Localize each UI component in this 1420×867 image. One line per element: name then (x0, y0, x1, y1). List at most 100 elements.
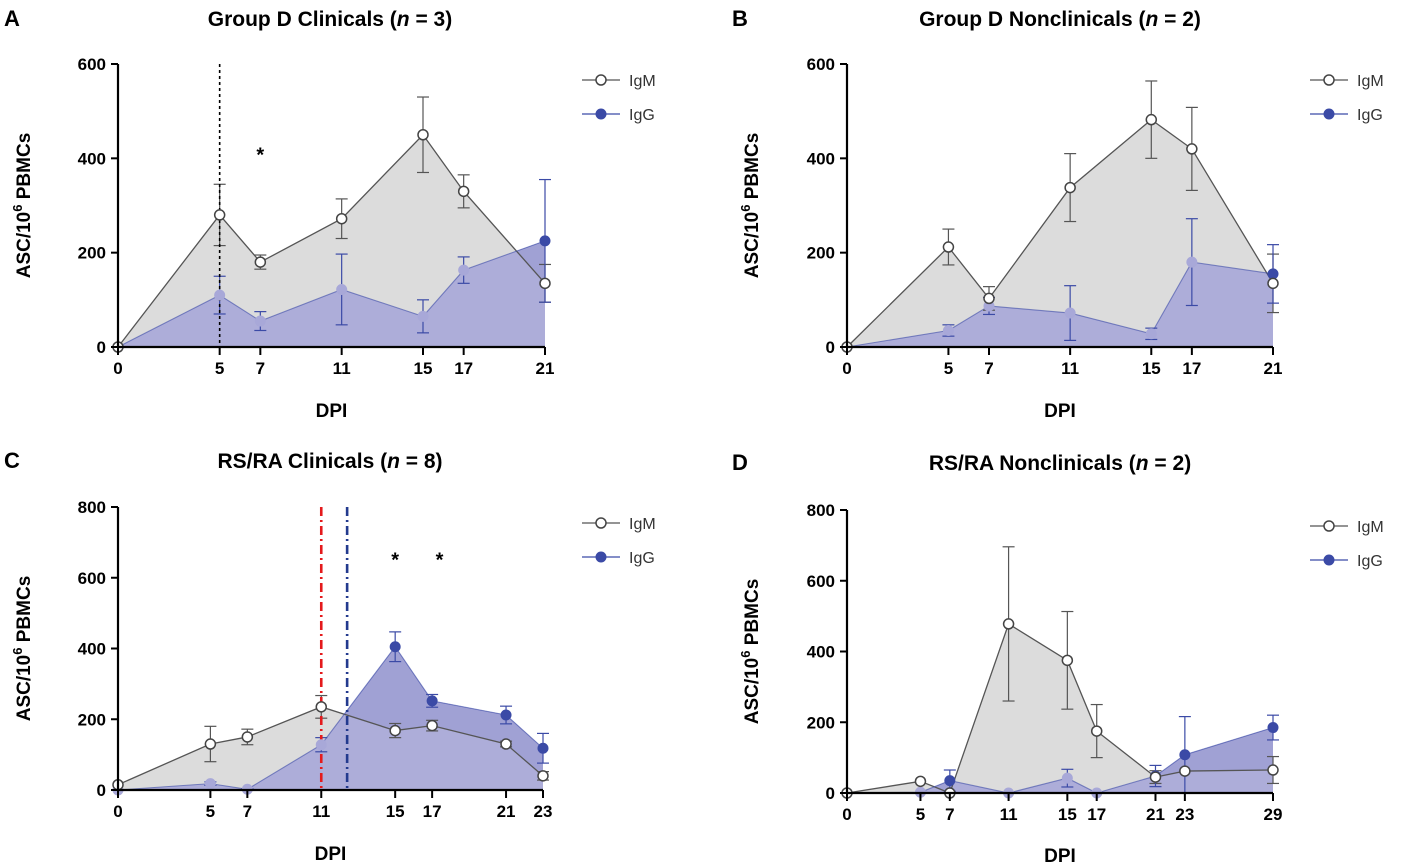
x-tick-label: 21 (1264, 359, 1283, 378)
igg-point (1267, 722, 1279, 734)
legend-igm-label: IgM (629, 516, 656, 533)
panel-letter: C (4, 448, 20, 473)
y-tick-label: 200 (807, 244, 835, 263)
x-tick-label: 5 (206, 802, 215, 821)
legend-igm-label: IgM (629, 73, 656, 90)
igg-point (214, 289, 226, 301)
igm-point (335, 212, 348, 225)
y-axis-label: ASC/106 PBMCs (10, 576, 35, 722)
igg-point (204, 778, 216, 790)
x-tick-label: 11 (1061, 359, 1079, 378)
igm-point (426, 719, 438, 732)
y-tick-label: 0 (97, 781, 106, 800)
y-axis-label-sup: 6 (738, 205, 753, 212)
chart-title-n: n (1136, 452, 1149, 475)
y-tick-label: 0 (97, 338, 106, 357)
chart-title-count: = 8) (400, 450, 443, 473)
x-axis-label: DPI (315, 844, 347, 865)
legend-igm-label: IgM (1357, 73, 1384, 90)
igg-point (1179, 749, 1191, 761)
igm-point (537, 770, 549, 782)
significance-star: * (436, 549, 444, 571)
chart-title-text: RS/RA Clinicals ( (217, 450, 387, 473)
y-tick-label: 0 (826, 338, 835, 357)
igg-point (1145, 328, 1157, 340)
chart-title: RS/RA Clinicals (n = 8) (217, 450, 442, 473)
legend-igg-label: IgG (1357, 553, 1383, 570)
igg-point (942, 324, 954, 336)
panel-a: A Group D Clinicals (n = 3) * 0 200 400 600 0 5 7… (4, 6, 656, 422)
y-axis-label-main: ASC/10 (14, 655, 35, 722)
x-tick-label: 23 (1175, 805, 1194, 824)
igg-point (539, 235, 551, 247)
panel-d: D RS/RA Nonclinicals (n = 2) 0 200 400 600 800… (732, 450, 1384, 867)
chart-title-n: n (1145, 8, 1158, 31)
legend-igg-marker (595, 108, 607, 120)
panel-b: B Group D Nonclinicals (n = 2) 0 200 400 600 0… (732, 6, 1384, 422)
y-axis-label: ASC/106 PBMCs (738, 579, 763, 725)
x-tick-label: 0 (842, 805, 851, 824)
igm-area (847, 119, 1273, 347)
igm-point (1061, 654, 1074, 667)
igg-point (426, 695, 438, 707)
igg-point (1267, 268, 1279, 280)
legend-igg-label: IgG (1357, 107, 1383, 124)
x-tick-label: 17 (423, 802, 442, 821)
x-tick-label: 21 (1146, 805, 1165, 824)
igg-point (500, 709, 512, 721)
x-tick-label: 5 (215, 359, 224, 378)
igg-point (336, 283, 348, 295)
legend-igm-marker (1323, 520, 1335, 532)
igm-point (1186, 143, 1198, 155)
x-tick-label: 15 (386, 802, 405, 821)
igg-area (118, 646, 543, 790)
x-tick-label: 15 (1058, 805, 1077, 824)
igm-point (1145, 113, 1158, 126)
igg-point (1064, 307, 1076, 319)
igm-point (1179, 765, 1191, 777)
y-tick-label: 0 (826, 784, 835, 803)
igm-point (500, 738, 512, 750)
x-tick-label: 0 (113, 359, 122, 378)
x-tick-label: 7 (945, 805, 954, 824)
x-tick-label: 17 (454, 359, 473, 378)
x-tick-label: 7 (984, 359, 993, 378)
y-axis-label-end: PBMCs (742, 133, 763, 205)
significance-star: * (391, 549, 399, 571)
y-axis-label-end: PBMCs (14, 576, 35, 648)
x-tick-label: 0 (842, 359, 851, 378)
igm-point (539, 277, 551, 290)
y-tick-label: 200 (78, 710, 106, 729)
chart-title-count: = 3) (410, 8, 453, 31)
x-tick-label: 15 (414, 359, 433, 378)
y-axis-label-main: ASC/10 (742, 658, 763, 725)
igm-point (213, 209, 226, 221)
igg-point (417, 310, 429, 322)
y-axis-label-sup: 6 (738, 651, 753, 658)
igg-point (1061, 772, 1073, 784)
legend-igm-label: IgM (1357, 519, 1384, 536)
igm-point (389, 724, 401, 737)
igg-area (847, 262, 1273, 347)
y-tick-label: 200 (78, 244, 106, 263)
igg-point (315, 739, 327, 751)
legend-igm-marker (595, 74, 607, 86)
x-tick-label: 23 (534, 802, 553, 821)
significance-star: * (256, 145, 264, 167)
y-axis-label-sup: 6 (10, 648, 25, 655)
panel-letter: B (732, 6, 748, 31)
x-tick-label: 7 (256, 359, 265, 378)
igg-point (458, 264, 470, 276)
x-tick-label: 11 (312, 802, 330, 821)
legend-igg-label: IgG (629, 550, 655, 567)
igm-point (914, 775, 927, 788)
x-tick-label: 5 (944, 359, 953, 378)
legend-igm-marker (595, 517, 607, 529)
igm-point (315, 701, 328, 713)
igm-area (847, 623, 1273, 793)
igm-point (1149, 771, 1162, 783)
legend-igg-marker (1323, 108, 1335, 120)
legend-igg-marker (595, 551, 607, 563)
igg-point (537, 742, 549, 754)
igm-point (204, 738, 217, 750)
